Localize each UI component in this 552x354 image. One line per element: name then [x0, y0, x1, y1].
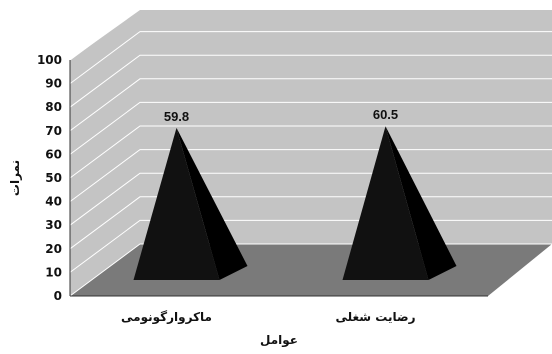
y-tick-label: 70 [45, 124, 62, 138]
data-label: 59.8 [164, 109, 189, 124]
y-tick-label: 10 [45, 265, 62, 279]
x-axis-label: عوامل [260, 333, 298, 348]
gridline [69, 149, 552, 203]
pyramid-bar [342, 126, 429, 280]
chart-back-wall [140, 10, 552, 244]
gridline [69, 78, 552, 132]
chart-marks: 59.8 60.5 [133, 107, 457, 280]
gridline [69, 101, 552, 155]
gridline [69, 54, 552, 108]
gridline [69, 7, 552, 61]
chart-side-wall [70, 10, 140, 296]
category-label: رضایت شغلی [335, 310, 415, 324]
category-label: ماکروارگونومی [121, 310, 212, 325]
y-axis-label: نمرات [8, 160, 22, 196]
y-tick-label: 100 [37, 53, 62, 67]
y-tick-label: 80 [45, 100, 62, 114]
y-tick-label: 90 [45, 77, 62, 91]
data-label: 60.5 [373, 107, 398, 122]
y-tick-label: 20 [45, 242, 62, 256]
y-tick-label: 60 [45, 147, 62, 161]
chart-gridlines [69, 7, 552, 297]
gridline [69, 125, 552, 179]
gridline [69, 31, 552, 85]
y-tick-label: 30 [45, 218, 62, 232]
y-tick-labels: 0 10 20 30 40 50 60 70 80 90 100 [37, 53, 62, 303]
pyramid-side [385, 126, 457, 280]
gridline [69, 172, 552, 226]
y-tick-label: 50 [45, 171, 62, 185]
x-category-labels: ماکروارگونومی رضایت شغلی [121, 310, 416, 325]
y-tick-label: 0 [54, 289, 62, 303]
pyramid-bar [133, 127, 220, 280]
y-tick-label: 40 [45, 195, 62, 209]
pyramid-side [176, 127, 248, 280]
